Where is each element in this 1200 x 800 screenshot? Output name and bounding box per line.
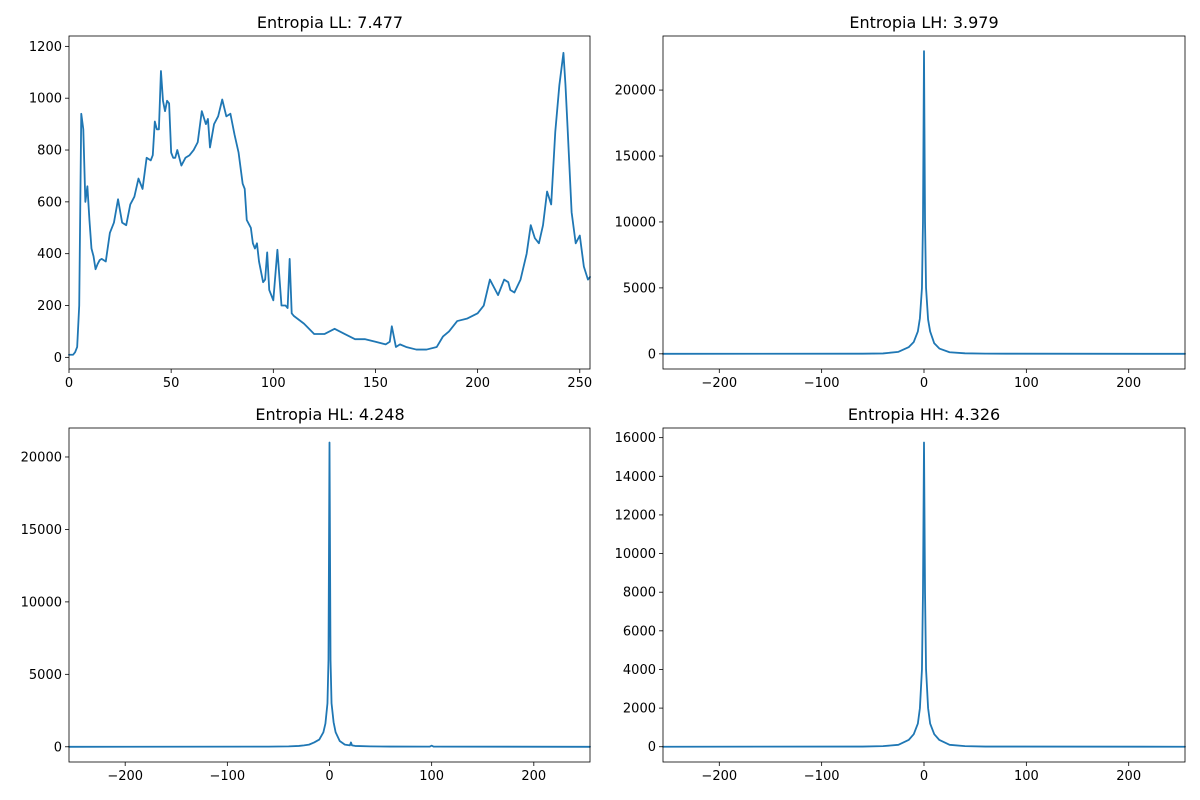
x-tick-label: −100 [804,769,840,784]
series-line [68,441,591,748]
y-tick-label: 10000 [615,547,656,562]
x-tick-label: 200 [521,769,546,784]
x-tick-label: 200 [1116,769,1141,784]
x-tick-label: −100 [804,376,840,391]
x-tick-label: 100 [261,376,286,391]
x-tick-label: 200 [465,376,490,391]
axes-frame [68,35,591,370]
x-tick-label: −100 [209,769,245,784]
y-tick-label: 20000 [21,450,62,465]
x-tick-label: 50 [163,376,180,391]
x-tick-label: 150 [363,376,388,391]
y-tick-label: 8000 [623,586,656,601]
y-tick-label: 600 [37,195,62,210]
y-tick-label: 800 [37,144,62,159]
x-tick-label: −200 [701,769,737,784]
subplot-hl: Entropia HL: 4.248 −200 −100 0 100 200 0 5000 1… [21,405,591,784]
y-tick-label: 10000 [615,215,656,230]
y-tick-label: 1000 [29,92,62,107]
subplot-title: Entropia LL: 7.477 [257,13,403,32]
y-tick-label: 0 [648,740,656,755]
y-tick-label: 15000 [21,523,62,538]
x-tick-label: 0 [325,769,333,784]
y-tick-label: 400 [37,247,62,262]
subplot-lh: Entropia LH: 3.979 −200 −100 0 100 200 0 5000 1… [615,13,1186,391]
y-tick-label: 14000 [615,470,656,485]
x-tick-label: 0 [65,376,73,391]
y-tick-label: 0 [54,351,62,366]
subplot-hh: Entropia HH: 4.326 −200 −100 0 100 200020004… [615,405,1186,784]
subplot-ll: Entropia LL: 7.477 0 50 100 150 200 250 0 200 40… [29,13,592,391]
y-tick-label: 10000 [21,595,62,610]
y-tick-label: 20000 [615,84,656,99]
x-tick-label: 0 [920,376,928,391]
y-tick-label: 2000 [623,702,656,717]
y-tick-label: 0 [648,347,656,362]
x-tick-label: 100 [1014,769,1039,784]
y-tick-label: 12000 [615,508,656,523]
y-tick-label: 5000 [29,668,62,683]
y-tick-label: 16000 [615,431,656,446]
x-tick-label: 100 [1014,376,1039,391]
series-line [662,441,1186,748]
y-tick-label: 4000 [623,663,656,678]
y-tick-label: 200 [37,299,62,314]
y-tick-label: 5000 [623,281,656,296]
series-line [68,51,591,356]
x-tick-label: −200 [701,376,737,391]
y-tick-label: 0 [54,740,62,755]
subplot-title: Entropia HH: 4.326 [848,405,1000,424]
y-tick-label: 15000 [615,150,656,165]
x-tick-label: −200 [107,769,143,784]
y-tick-label: 6000 [623,624,656,639]
subplot-title: Entropia LH: 3.979 [849,13,998,32]
x-tick-label: 250 [567,376,592,391]
x-tick-label: 100 [419,769,444,784]
subplot-title: Entropia HL: 4.248 [255,405,404,424]
x-tick-label: 0 [920,769,928,784]
series-line [662,50,1186,355]
y-tick-label: 1200 [29,40,62,55]
x-tick-label: 200 [1116,376,1141,391]
